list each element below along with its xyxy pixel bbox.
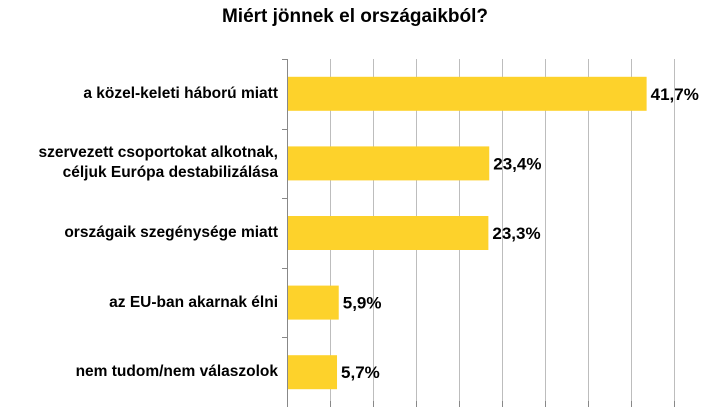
category-label-line: szervezett csoportokat alkotnak, bbox=[38, 144, 278, 162]
bar bbox=[288, 355, 338, 390]
chart-title: Miért jönnek el országaikból? bbox=[221, 6, 489, 27]
bar bbox=[288, 285, 339, 320]
category-label: országaik szegénysége miatt bbox=[0, 223, 278, 243]
category-label: szervezett csoportokat alkotnak, céljuk E… bbox=[0, 143, 278, 183]
category-label: a közel-keleti háború miatt bbox=[0, 84, 278, 104]
data-label: 23,3% bbox=[492, 224, 540, 243]
bar bbox=[288, 146, 490, 181]
category-label: nem tudom/nem válaszolok bbox=[0, 362, 278, 382]
data-label: 5,9% bbox=[343, 294, 382, 313]
category-label-line: a közel-keleti háború miatt bbox=[83, 84, 278, 102]
category-label-line: céljuk Európa destabilizálása bbox=[62, 164, 278, 182]
data-label: 23,4% bbox=[493, 154, 541, 173]
category-label-line: az EU-ban akarnak élni bbox=[109, 293, 278, 311]
bar bbox=[288, 216, 489, 250]
category-label-line: országaik szegénysége miatt bbox=[64, 224, 278, 241]
bar bbox=[288, 76, 647, 111]
data-label: 5,7% bbox=[341, 363, 380, 382]
data-label: 41,7% bbox=[651, 85, 699, 104]
category-label-line: nem tudom/nem válaszolok bbox=[75, 363, 278, 381]
category-label: az EU-ban akarnak élni bbox=[0, 293, 278, 313]
